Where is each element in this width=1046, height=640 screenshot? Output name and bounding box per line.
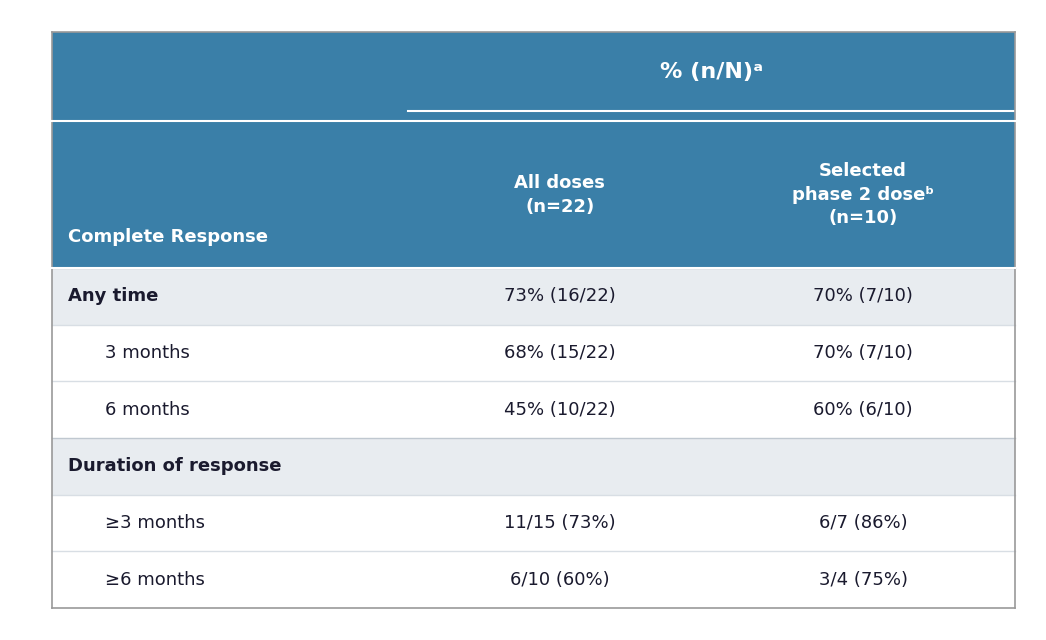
Text: 70% (7/10): 70% (7/10) (813, 287, 913, 305)
Bar (52, 438, 1015, 495)
Text: 73% (16/22): 73% (16/22) (504, 287, 616, 305)
Text: % (n/N)ᵃ: % (n/N)ᵃ (660, 62, 763, 82)
Text: Selected
phase 2 doseᵇ
(n=10): Selected phase 2 doseᵇ (n=10) (792, 162, 934, 227)
Text: 3/4 (75%): 3/4 (75%) (819, 571, 908, 589)
Text: 6 months: 6 months (105, 401, 189, 419)
Bar (52, 122, 1015, 268)
Text: 45% (10/22): 45% (10/22) (504, 401, 616, 419)
Text: 6/7 (86%): 6/7 (86%) (819, 514, 907, 532)
Bar (52, 551, 1015, 608)
Bar (52, 268, 1015, 325)
Text: 11/15 (73%): 11/15 (73%) (504, 514, 616, 532)
Bar (52, 325, 1015, 381)
Text: All doses
(n=22): All doses (n=22) (515, 174, 606, 216)
Text: 6/10 (60%): 6/10 (60%) (510, 571, 610, 589)
Text: Any time: Any time (68, 287, 158, 305)
Text: ≥6 months: ≥6 months (105, 571, 204, 589)
Text: Duration of response: Duration of response (68, 458, 281, 476)
Bar (52, 381, 1015, 438)
Text: 3 months: 3 months (105, 344, 189, 362)
Text: 70% (7/10): 70% (7/10) (813, 344, 913, 362)
Bar (52, 32, 1015, 122)
Text: 68% (15/22): 68% (15/22) (504, 344, 616, 362)
Text: 60% (6/10): 60% (6/10) (813, 401, 913, 419)
Bar (52, 495, 1015, 551)
Text: ≥3 months: ≥3 months (105, 514, 205, 532)
Text: Complete Response: Complete Response (68, 228, 268, 246)
